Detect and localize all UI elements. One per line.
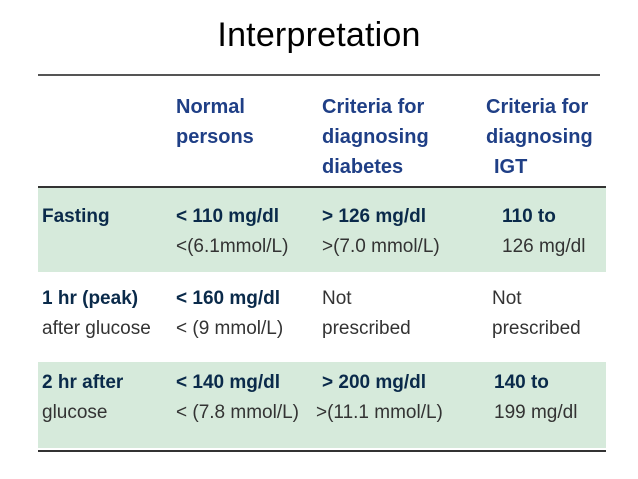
row-label-fasting: Fasting [42,206,110,227]
table-bottom-rule [38,450,606,452]
cell-2hr-igt: 140 to 199 mg/dl [494,372,578,423]
cell-fasting-igt: 110 to 126 mg/dl [502,206,586,257]
slide-title: Interpretation [217,16,421,54]
cell-1hr-normal: < 160 mg/dl < (9 mmol/L) [176,288,284,339]
cell-2hr-normal: < 140 mg/dl < (7.8 mmol/L) [176,372,300,423]
row-band-2hr [38,362,606,448]
cell-1hr-diabetes: Not prescribed [322,288,411,339]
row-label-2hr-after: 2 hr after glucose [42,372,124,423]
header-criteria-igt: Criteria for diagnosing IGT [486,96,593,178]
cell-1hr-igt: Not prescribed [492,288,581,339]
cell-fasting-normal: < 110 mg/dl <(6.1mmol/L) [176,206,289,257]
header-normal-persons: Normal persons [176,96,254,148]
header-criteria-diabetes: Criteria for diagnosing diabetes [322,96,429,178]
row-band-fasting [38,188,606,272]
cell-2hr-diabetes: > 200 mg/dl >(11.1 mmol/L) [316,372,443,423]
row-label-1hr-peak: 1 hr (peak) after glucose [42,288,151,339]
cell-fasting-diabetes: > 126 mg/dl >(7.0 mmol/L) [322,206,440,257]
table-top-rule [38,74,600,76]
header-bottom-rule [38,186,606,188]
